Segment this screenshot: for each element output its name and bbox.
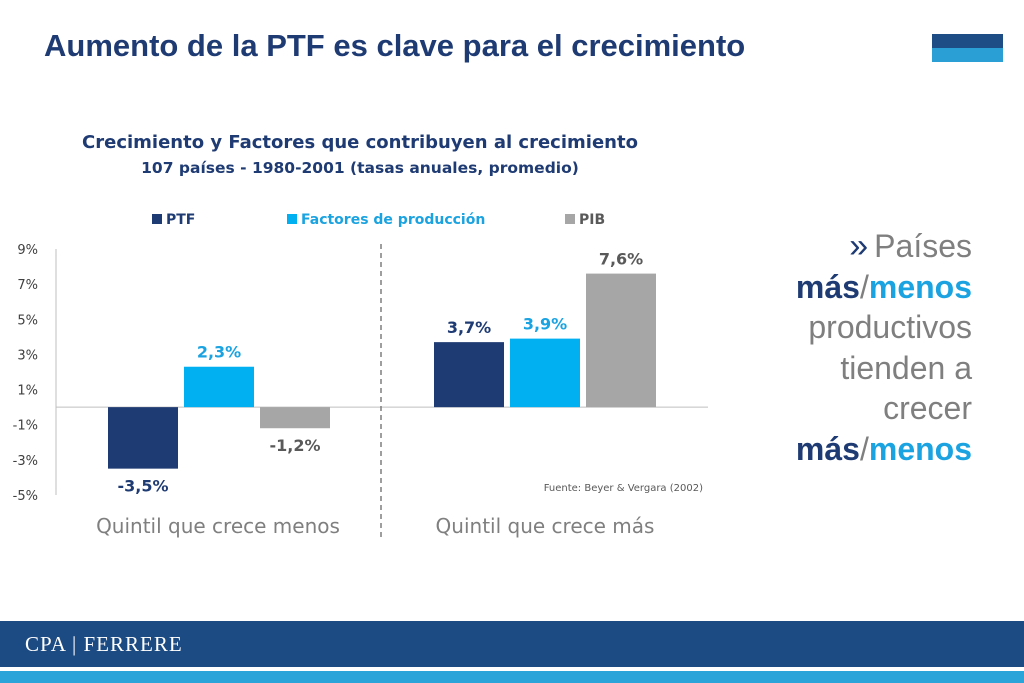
footer-stripe [0,671,1024,683]
category-label: Quintil que crece más [436,514,655,538]
note-menos-2: menos [868,430,972,467]
decorative-bar-dark [932,34,1003,48]
note-line-4: tienden a [840,349,972,386]
legend-label-2: PIB [579,212,605,228]
note-mas-1: más [795,268,860,305]
y-tick-label: 3% [17,348,38,363]
chevron-icon: » [849,227,869,265]
note-line-5: crecer [883,390,972,426]
bar-chart: PTF Factores de producción PIB 9% 7% 5% 3% 1% -1… [13,212,708,540]
slide-title: Aumento de la PTF es clave para el creci… [44,28,746,63]
note-slash-1: / [859,268,869,305]
bar-1-1 [510,338,580,408]
side-note: » Países más/menos productivos tienden a … [742,226,972,469]
chart-title: Crecimiento y Factores que contribuyen a… [82,132,638,153]
y-tick-label: 7% [17,278,38,293]
legend-swatch-1 [287,214,297,224]
data-label-0-0: -3,5% [117,477,168,496]
y-tick-label: 1% [17,384,38,399]
bar-2-0 [260,407,330,429]
data-label-0-1: 3,7% [447,318,491,337]
note-line-3: productivos [808,309,972,345]
y-tick-label: -5% [13,489,38,504]
data-label-1-0: 2,3% [197,343,241,362]
legend-label-0: PTF [166,212,195,228]
note-line-1: Países [874,228,972,264]
note-slash-2: / [859,430,869,467]
note-menos-1: menos [868,268,972,305]
data-label-1-1: 3,9% [523,315,567,334]
bar-1-0 [184,366,254,408]
legend-swatch-0 [152,214,162,224]
brand-logo: CPA | FERRERE [25,632,183,656]
y-tick-label: -3% [13,454,38,469]
bar-2-1 [586,273,656,408]
note-mas-2: más [795,430,860,467]
category-label: Quintil que crece menos [96,514,340,538]
data-label-2-1: 7,6% [599,250,643,269]
y-tick-label: 9% [17,243,38,258]
footer-divider [0,667,1024,671]
y-tick-label: -1% [13,419,38,434]
chart-subtitle: 107 países - 1980-2001 (tasas anuales, p… [141,159,579,177]
legend-swatch-2 [565,214,575,224]
decorative-bar-light [932,48,1003,62]
source-note: Fuente: Beyer & Vergara (2002) [544,483,703,494]
legend-label-1: Factores de producción [301,212,485,228]
bar-0-0 [108,407,178,469]
footer-band [0,621,1024,667]
bar-0-1 [434,342,504,408]
data-label-2-0: -1,2% [269,436,320,455]
y-tick-label: 5% [17,313,38,328]
